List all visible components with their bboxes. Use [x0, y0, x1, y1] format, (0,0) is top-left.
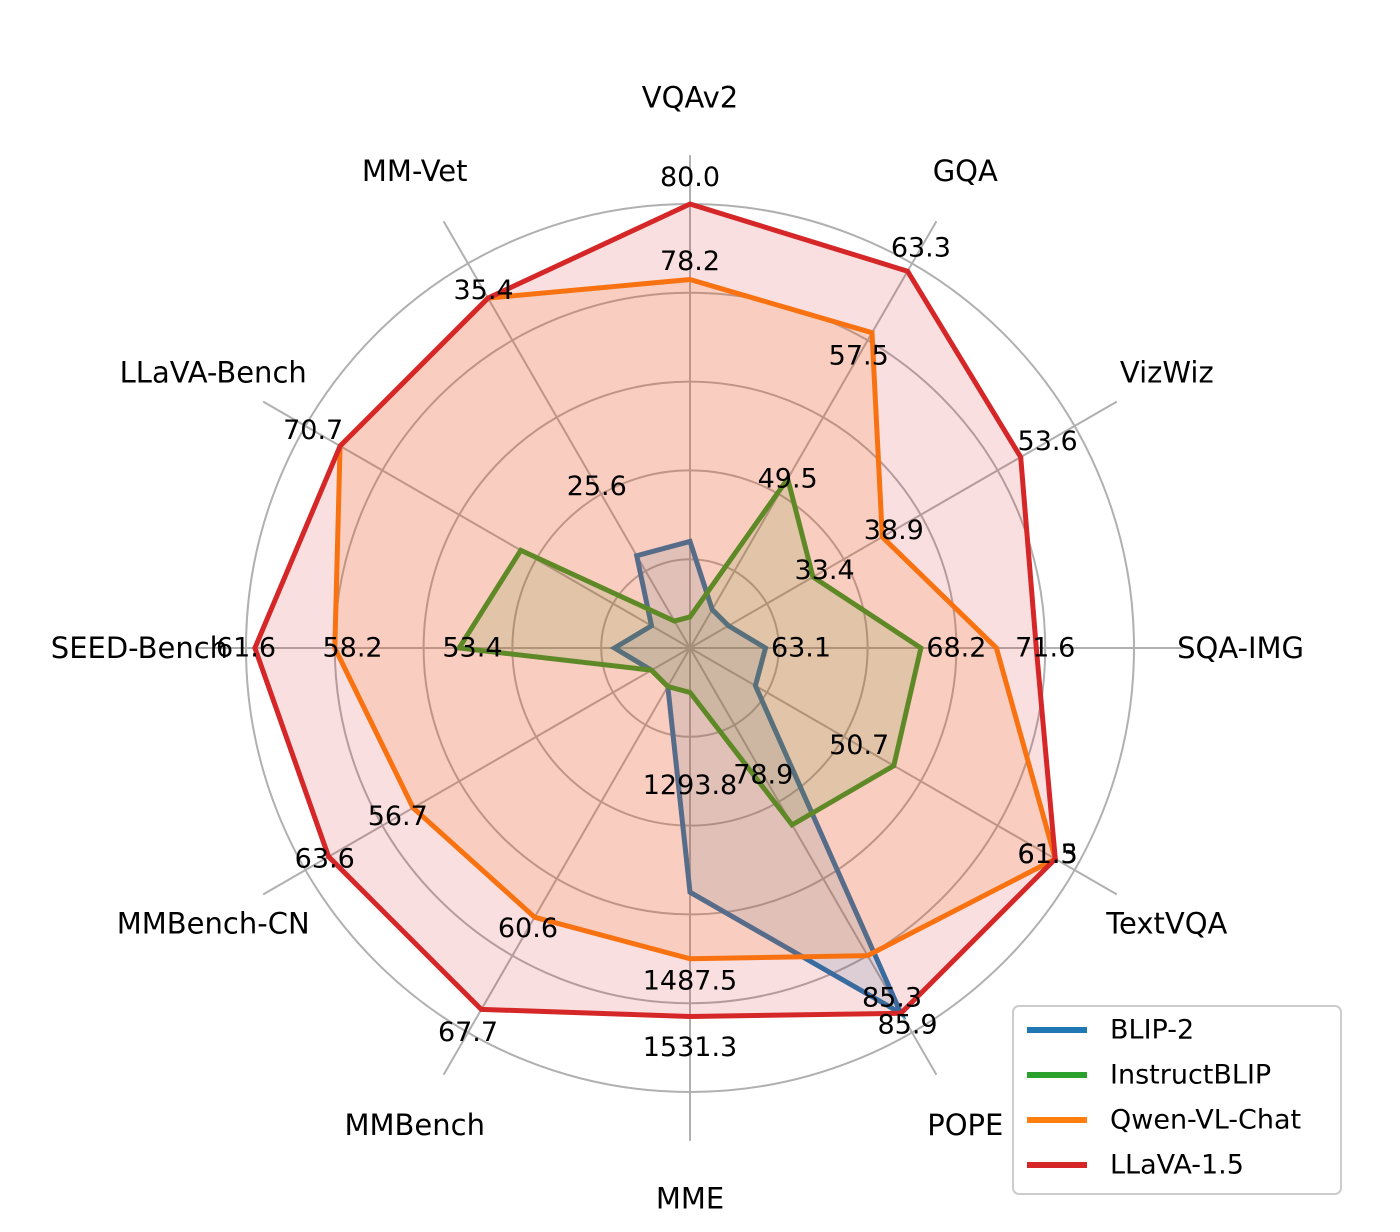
value-label-5: 49.5 [758, 463, 818, 494]
value-label-13: 61.3 [1018, 839, 1078, 870]
value-label-9: 71.6 [1015, 633, 1075, 664]
value-label-28: 70.7 [283, 415, 343, 446]
series-fill-qwen-vl-chat [334, 279, 1056, 959]
value-label-3: 63.3 [891, 233, 951, 264]
axis-label-8: MMBench [344, 1108, 484, 1142]
legend-label-3: Qwen-VL-Chat [1110, 1105, 1301, 1136]
axis-label-4: SQA-IMG [1177, 631, 1304, 665]
series-line-llava-1-5 [252, 201, 1058, 1020]
value-label-8: 33.4 [795, 555, 855, 586]
value-label-2: 78.2 [660, 246, 720, 277]
value-label-14: 50.7 [829, 730, 889, 761]
axis-label-3: VizWiz [1120, 356, 1214, 390]
value-label-16: 85.9 [877, 1009, 937, 1040]
legend-label-2: InstructBLIP [1110, 1060, 1271, 1091]
series-fill-llava-1-5 [254, 204, 1056, 1017]
value-label-20: 1531.3 [643, 1032, 737, 1063]
axis-label-1: VQAv2 [642, 80, 738, 114]
value-label-27: 61.6 [216, 633, 276, 664]
value-label-7: 38.9 [864, 515, 924, 546]
axis-label-6: POPE [927, 1108, 1003, 1142]
value-label-25: 58.2 [322, 633, 382, 664]
value-label-17: 78.9 [733, 759, 793, 790]
value-label-26: 53.4 [442, 633, 502, 664]
value-label-30: 35.4 [453, 275, 513, 306]
value-label-1: 80.0 [660, 162, 720, 193]
legend: BLIP-2 InstructBLIP Qwen-VL-Chat LLaVA-1.5 [1012, 1005, 1342, 1195]
value-label-22: 67.7 [438, 1017, 498, 1048]
value-label-24: 63.6 [295, 843, 355, 874]
grid-spoke-8 [442, 647, 691, 1076]
series-fill-instructblip [459, 478, 921, 825]
value-label-29: 25.6 [567, 471, 627, 502]
axis-label-10: SEED-Bench [51, 631, 228, 665]
legend-label-4: LLaVA-1.5 [1110, 1150, 1244, 1181]
value-label-4: 57.5 [829, 340, 889, 371]
value-label-15: 85.3 [862, 982, 922, 1013]
axis-label-9: MMBench-CN [117, 906, 310, 940]
legend-box [1012, 1005, 1342, 1195]
radar-series [252, 201, 1059, 1020]
value-label-12: 61.5 [1018, 839, 1078, 870]
value-label-11: 63.1 [771, 633, 831, 664]
axis-label-11: LLaVA-Bench [120, 356, 307, 390]
grid-spoke-12 [442, 220, 691, 649]
value-label-10: 68.2 [926, 633, 986, 664]
value-label-21: 60.6 [498, 913, 558, 944]
grid-spoke-11 [262, 400, 691, 649]
axis-label-7: MME [656, 1182, 724, 1216]
value-label-18: 1293.8 [643, 770, 737, 801]
grid-spoke-2 [689, 220, 938, 649]
axis-label-12: MM-Vet [362, 154, 468, 188]
value-label-23: 56.7 [368, 801, 428, 832]
value-labels: 80.0 78.2 63.3 57.5 49.5 53.6 38.9 33.4 71.6 68.2… [216, 162, 1078, 1063]
axis-label-5: TextVQA [1105, 906, 1227, 940]
axis-labels: VQAv2 GQA VizWiz SQA-IMG TextVQA POPE MME MMBen… [51, 80, 1304, 1215]
axis-label-2: GQA [933, 154, 998, 188]
value-label-6: 53.6 [1018, 426, 1078, 457]
grid-spoke-3 [689, 400, 1118, 649]
value-label-19: 1487.5 [643, 966, 737, 997]
series-line-blip-2 [609, 538, 907, 1020]
grid-spoke-9 [262, 647, 691, 896]
legend-label-1: BLIP-2 [1110, 1015, 1194, 1046]
grid-spoke-5 [689, 647, 1118, 896]
series-line-instructblip [454, 472, 924, 829]
